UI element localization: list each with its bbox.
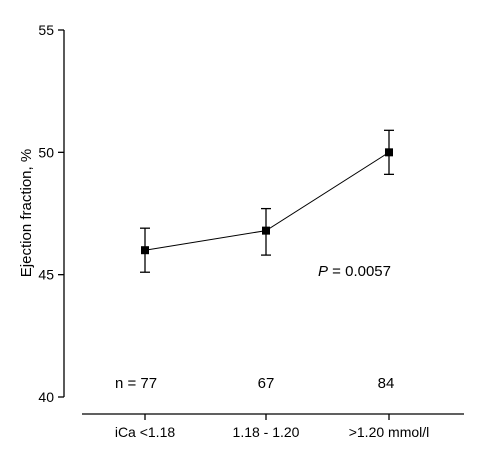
n-label: 84 <box>378 375 395 392</box>
p-value: = 0.0057 <box>328 263 391 280</box>
y-axis-title: Ejection fraction, % <box>18 149 35 277</box>
series-layer <box>140 129 394 273</box>
n-label: n = 77 <box>115 375 157 392</box>
x-tick-label: iCa <1.18 <box>115 424 176 440</box>
y-tick-label: 55 <box>38 22 54 38</box>
data-point-marker <box>385 148 393 157</box>
p-value-annotation: P = 0.0057 <box>318 263 391 280</box>
p-label: P <box>318 263 328 280</box>
y-tick-label: 45 <box>38 267 54 283</box>
series-line <box>144 151 390 251</box>
x-tick-label: >1.20 mmol/l <box>349 424 430 440</box>
y-tick-label: 40 <box>38 389 54 405</box>
y-axis: 40 45 50 55 <box>38 22 65 405</box>
data-point-marker <box>262 226 270 235</box>
x-tick-label: 1.18 - 1.20 <box>233 424 300 440</box>
y-tick-label: 50 <box>38 144 54 160</box>
data-point-marker <box>141 246 149 255</box>
n-label: 67 <box>258 375 275 392</box>
x-axis: iCa <1.18 1.18 - 1.20 >1.20 mmol/l <box>82 413 464 440</box>
n-labels: n = 77 67 84 <box>115 375 394 392</box>
